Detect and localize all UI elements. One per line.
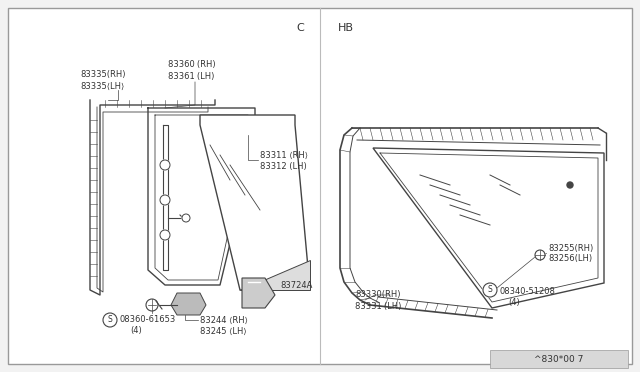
Text: 83360 (RH): 83360 (RH) [168,61,216,70]
Text: C: C [296,23,304,33]
Polygon shape [242,278,275,308]
Circle shape [483,283,497,297]
Text: S: S [488,285,492,295]
Text: 83724A: 83724A [280,280,312,289]
Text: 83245 ⟨LH⟩: 83245 ⟨LH⟩ [200,327,246,336]
Circle shape [146,299,158,311]
Text: 83330(RH): 83330(RH) [355,291,401,299]
Bar [490,350,628,368]
Text: 83361 (LH): 83361 (LH) [168,71,214,80]
Text: 83255(RH): 83255(RH) [548,244,593,253]
Circle shape [182,214,190,222]
Text: 83244 ⟨RH⟩: 83244 ⟨RH⟩ [200,315,248,324]
Circle shape [567,182,573,188]
Text: (4): (4) [130,327,141,336]
Circle shape [160,195,170,205]
Polygon shape [240,260,310,290]
Circle shape [535,250,545,260]
Text: 08360-61653: 08360-61653 [120,315,176,324]
Text: 83312 (LH): 83312 (LH) [260,161,307,170]
Text: 83335(RH): 83335(RH) [80,71,125,80]
Text: 08340-51208: 08340-51208 [500,286,556,295]
Polygon shape [171,293,206,315]
Text: 83256(LH): 83256(LH) [548,254,592,263]
Text: 83331 (LH): 83331 (LH) [355,301,401,311]
Text: HB: HB [338,23,354,33]
Polygon shape [373,148,604,308]
Text: 83311 ⟨RH⟩: 83311 ⟨RH⟩ [260,151,308,160]
Text: 83335⟨LH⟩: 83335⟨LH⟩ [80,81,124,90]
Text: S: S [108,315,113,324]
Polygon shape [200,115,310,290]
Circle shape [103,313,117,327]
Text: (4): (4) [508,298,520,307]
Circle shape [160,160,170,170]
Circle shape [160,230,170,240]
Text: ^830*00 7: ^830*00 7 [534,356,584,365]
